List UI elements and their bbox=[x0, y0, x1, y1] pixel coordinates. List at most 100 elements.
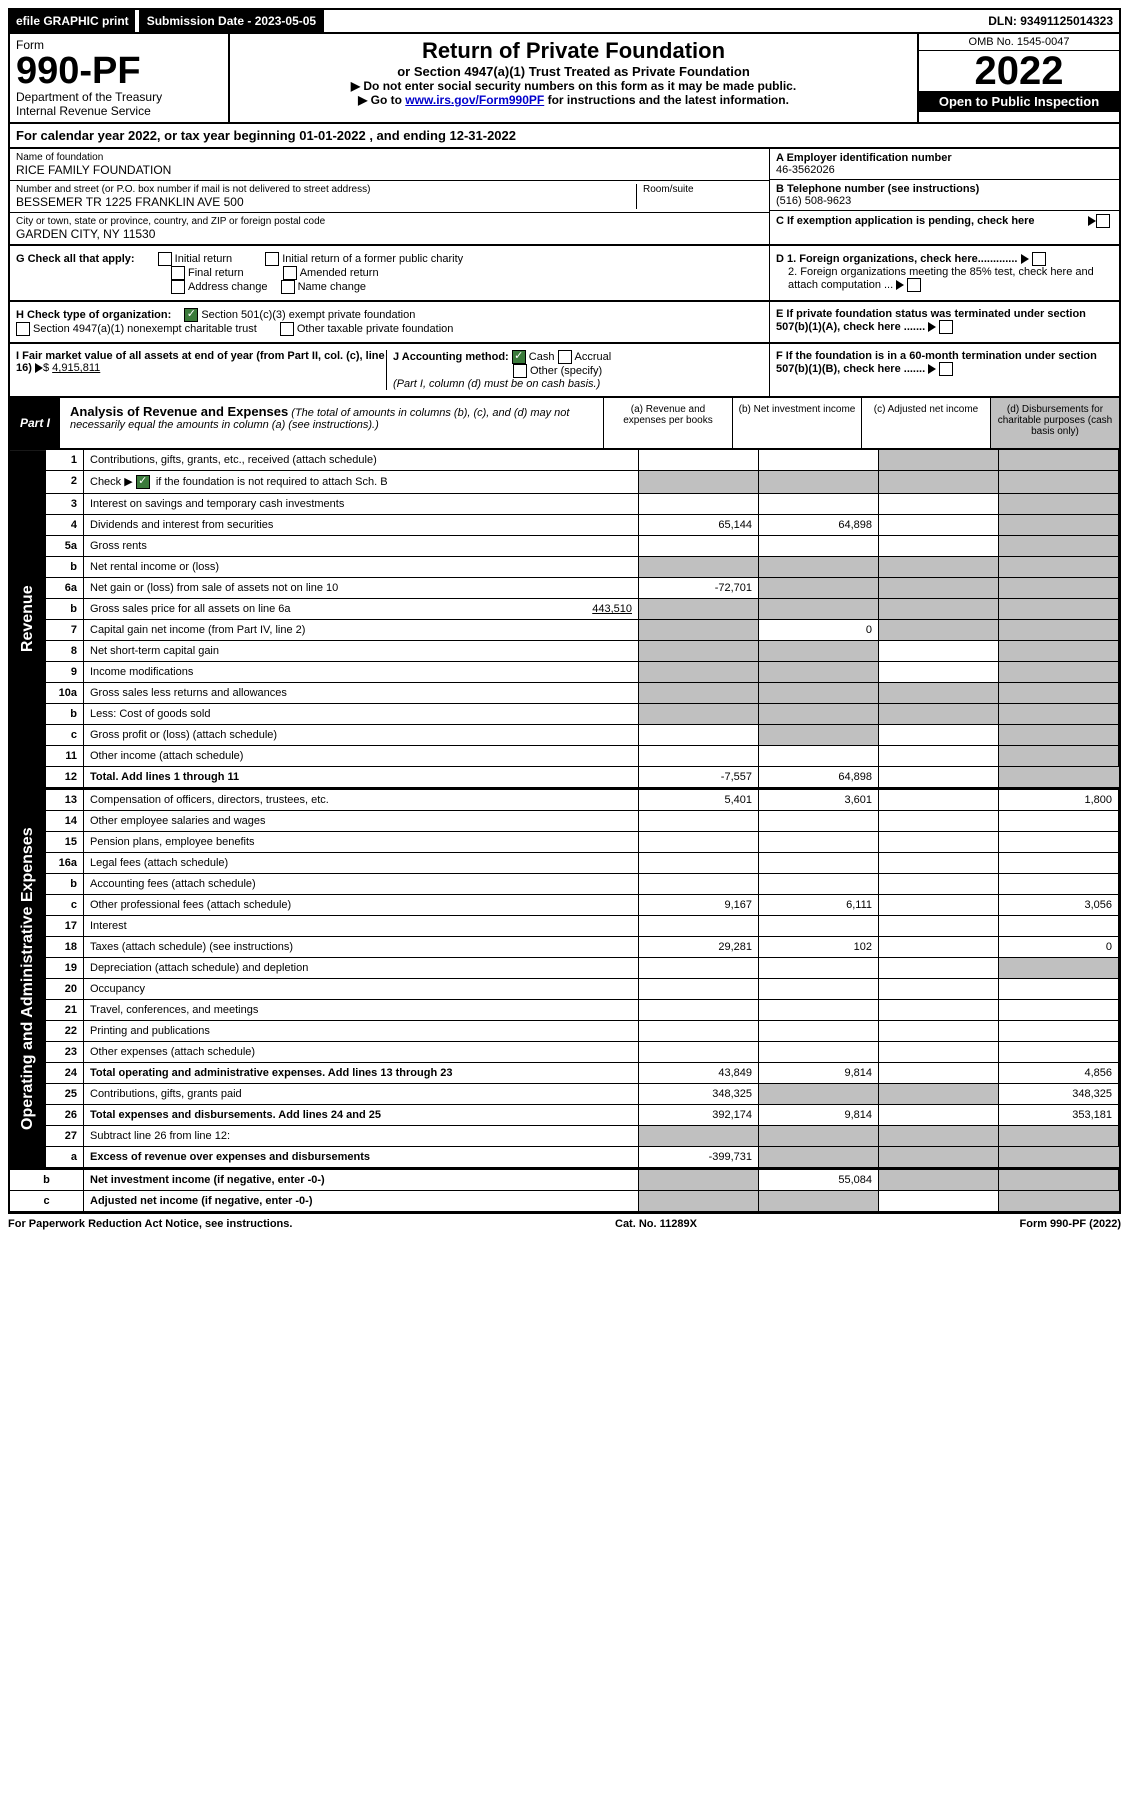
row-num: 27 bbox=[46, 1126, 84, 1147]
h-other-checkbox[interactable] bbox=[280, 322, 294, 336]
ein-label: A Employer identification number bbox=[776, 152, 1113, 164]
row-val: 64,898 bbox=[759, 515, 879, 536]
instruction-ssn: ▶ Do not enter social security numbers o… bbox=[236, 79, 911, 93]
row-val bbox=[639, 620, 759, 641]
arrow-icon bbox=[928, 322, 936, 332]
page-footer: For Paperwork Reduction Act Notice, see … bbox=[8, 1214, 1121, 1234]
row-val bbox=[639, 916, 759, 937]
row-desc: Other professional fees (attach schedule… bbox=[84, 895, 639, 916]
revenue-vlabel: Revenue bbox=[10, 450, 46, 788]
g-name-checkbox[interactable] bbox=[281, 280, 295, 294]
row-val bbox=[759, 1042, 879, 1063]
row-num: 16a bbox=[46, 853, 84, 874]
row-val bbox=[759, 450, 879, 471]
form-title: Return of Private Foundation bbox=[236, 38, 911, 64]
row-desc: Net rental income or (loss) bbox=[84, 557, 639, 578]
schb-checkbox[interactable] bbox=[136, 475, 150, 489]
row-val bbox=[879, 515, 999, 536]
row-num: 6a bbox=[46, 578, 84, 599]
foundation-city: GARDEN CITY, NY 11530 bbox=[16, 227, 763, 241]
row-val: 9,167 bbox=[639, 895, 759, 916]
row-val: 3,601 bbox=[759, 790, 879, 811]
row-num: c bbox=[46, 725, 84, 746]
h-4947-checkbox[interactable] bbox=[16, 322, 30, 336]
row-val bbox=[879, 746, 999, 767]
row-val bbox=[639, 471, 759, 494]
row-val bbox=[759, 641, 879, 662]
row-num: 9 bbox=[46, 662, 84, 683]
row-num: 10a bbox=[46, 683, 84, 704]
row-val bbox=[879, 790, 999, 811]
row-val bbox=[639, 1042, 759, 1063]
h-label: H Check type of organization: bbox=[16, 309, 171, 321]
e-checkbox[interactable] bbox=[939, 320, 953, 334]
g-amended-checkbox[interactable] bbox=[283, 266, 297, 280]
row-val bbox=[879, 853, 999, 874]
irs-link[interactable]: www.irs.gov/Form990PF bbox=[405, 93, 544, 107]
row-val bbox=[999, 832, 1119, 853]
col-d-header: (d) Disbursements for charitable purpose… bbox=[990, 398, 1119, 448]
row-num: b bbox=[10, 1170, 84, 1191]
top-bar: efile GRAPHIC print Submission Date - 20… bbox=[8, 8, 1121, 34]
row-val bbox=[879, 958, 999, 979]
c-checkbox[interactable] bbox=[1096, 214, 1110, 228]
row-val bbox=[879, 536, 999, 557]
row-val: 392,174 bbox=[639, 1105, 759, 1126]
row-val bbox=[879, 767, 999, 788]
foundation-address: BESSEMER TR 1225 FRANKLIN AVE 500 bbox=[16, 195, 636, 209]
row-val bbox=[759, 1126, 879, 1147]
g-address-checkbox[interactable] bbox=[171, 280, 185, 294]
row-desc: Check ▶ if the foundation is not require… bbox=[84, 471, 639, 494]
f-checkbox[interactable] bbox=[939, 362, 953, 376]
h-501c3-checkbox[interactable] bbox=[184, 308, 198, 322]
row-val bbox=[999, 599, 1119, 620]
row-val: 55,084 bbox=[759, 1170, 879, 1191]
col-a-header: (a) Revenue and expenses per books bbox=[603, 398, 732, 448]
row-val bbox=[759, 1147, 879, 1168]
row-val bbox=[879, 641, 999, 662]
row-val bbox=[999, 916, 1119, 937]
d2-checkbox[interactable] bbox=[907, 278, 921, 292]
d1-checkbox[interactable] bbox=[1032, 252, 1046, 266]
row-val bbox=[999, 1021, 1119, 1042]
row-desc: Less: Cost of goods sold bbox=[84, 704, 639, 725]
row-num: 5a bbox=[46, 536, 84, 557]
foundation-info: Name of foundation RICE FAMILY FOUNDATIO… bbox=[8, 149, 1121, 246]
g-initial-checkbox[interactable] bbox=[158, 252, 172, 266]
row-val bbox=[639, 557, 759, 578]
row-val bbox=[999, 811, 1119, 832]
row-val bbox=[759, 683, 879, 704]
row-val bbox=[879, 450, 999, 471]
arrow-icon bbox=[896, 280, 904, 290]
i-value: 4,915,811 bbox=[52, 362, 100, 374]
row-val bbox=[879, 494, 999, 515]
efile-print-button[interactable]: efile GRAPHIC print bbox=[10, 10, 135, 32]
row-val bbox=[879, 704, 999, 725]
row-val bbox=[879, 1105, 999, 1126]
row-val bbox=[999, 1000, 1119, 1021]
arrow-icon bbox=[1088, 216, 1096, 226]
row-num: b bbox=[46, 557, 84, 578]
g-initial-former-checkbox[interactable] bbox=[265, 252, 279, 266]
section-i-j-f: I Fair market value of all assets at end… bbox=[8, 344, 1121, 398]
row-val: 43,849 bbox=[639, 1063, 759, 1084]
row-desc: Taxes (attach schedule) (see instruction… bbox=[84, 937, 639, 958]
row-val bbox=[879, 471, 999, 494]
j-cash-checkbox[interactable] bbox=[512, 350, 526, 364]
row-num: 4 bbox=[46, 515, 84, 536]
row-val bbox=[999, 662, 1119, 683]
city-label: City or town, state or province, country… bbox=[16, 216, 763, 227]
row-val bbox=[879, 1063, 999, 1084]
row-val bbox=[759, 832, 879, 853]
row-val bbox=[879, 979, 999, 1000]
row-val: 9,814 bbox=[759, 1063, 879, 1084]
j-accrual-checkbox[interactable] bbox=[558, 350, 572, 364]
row-val: 4,856 bbox=[999, 1063, 1119, 1084]
j-other-checkbox[interactable] bbox=[513, 364, 527, 378]
g-final-checkbox[interactable] bbox=[171, 266, 185, 280]
row-num: 21 bbox=[46, 1000, 84, 1021]
d2-label: 2. Foreign organizations meeting the 85%… bbox=[788, 266, 1094, 291]
row-val: 5,401 bbox=[639, 790, 759, 811]
g-label: G Check all that apply: bbox=[16, 253, 135, 265]
row-num: a bbox=[46, 1147, 84, 1168]
